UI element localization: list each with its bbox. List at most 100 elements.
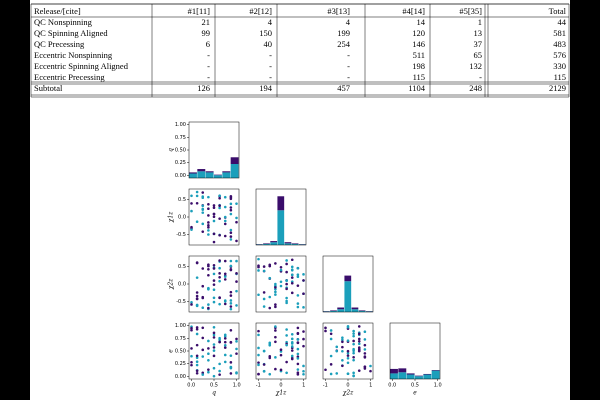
sample-point <box>218 272 221 275</box>
sample-point <box>212 283 216 286</box>
cell: 65 <box>474 50 483 60</box>
sample-point <box>190 301 193 304</box>
sample-point <box>223 346 227 349</box>
sample-point <box>223 272 227 276</box>
sample-point <box>190 360 193 364</box>
sample-point <box>229 290 233 294</box>
sample-point <box>229 195 233 198</box>
hist-bar <box>197 171 206 178</box>
sample-point <box>279 280 283 284</box>
sample-point <box>223 275 227 278</box>
sample-point <box>190 228 193 231</box>
hist-bar <box>277 196 285 211</box>
sample-point <box>223 215 227 219</box>
sample-point <box>207 359 210 362</box>
sample-point <box>363 352 367 355</box>
hist-bar <box>222 172 231 178</box>
sample-point <box>195 332 199 336</box>
sample-point <box>346 372 350 376</box>
sample-point <box>357 342 361 346</box>
x-axis-label: e <box>413 390 417 397</box>
panel-frame <box>255 188 307 246</box>
row-label: QC Nonspinning <box>34 17 93 27</box>
sample-point <box>223 278 227 281</box>
hist-bar <box>431 370 440 379</box>
sample-point <box>369 364 372 368</box>
cell: 40 <box>264 39 273 49</box>
hist-bar <box>270 242 278 245</box>
sample-point <box>341 338 344 342</box>
hist-bar <box>330 310 337 311</box>
x-axis-label: χ2z <box>342 390 354 397</box>
x-tick-label: -1 <box>256 383 261 389</box>
sample-point <box>352 334 355 338</box>
sample-point <box>212 374 216 378</box>
sample-point <box>223 340 227 344</box>
sample-point <box>257 353 260 357</box>
y-tick-label: 0.25 <box>175 160 186 166</box>
sample-point <box>279 368 283 372</box>
hist-bar <box>398 372 407 379</box>
sample-point <box>262 370 266 373</box>
sample-point <box>207 195 210 199</box>
sample-point <box>352 358 355 362</box>
sample-point <box>274 356 277 359</box>
sample-point <box>223 337 227 340</box>
paper <box>30 0 570 400</box>
hist-bar <box>189 172 197 174</box>
sample-point <box>212 263 216 267</box>
x-tick-label: 0.5 <box>411 383 419 389</box>
cell: - <box>347 50 350 60</box>
sample-point <box>324 326 327 330</box>
sample-point <box>285 287 288 291</box>
hist-bar <box>323 311 330 312</box>
sample-point <box>235 340 238 343</box>
hist-bar <box>205 172 214 178</box>
sample-point <box>285 282 288 286</box>
sample-point <box>290 345 294 348</box>
sample-point <box>268 276 272 280</box>
sample-point <box>296 326 300 330</box>
sample-point <box>195 343 199 347</box>
sample-point <box>218 259 221 262</box>
sample-point <box>346 354 350 357</box>
sample-point <box>296 275 300 279</box>
y-axis-label: χ2z <box>168 278 175 290</box>
sample-point <box>279 265 283 269</box>
hist-bar <box>337 309 345 312</box>
sample-point <box>268 306 272 310</box>
hist-bar <box>189 173 197 178</box>
sample-point <box>262 291 266 294</box>
cell: 511 <box>413 50 425 60</box>
sample-point <box>285 328 288 331</box>
hist-bar <box>390 368 398 374</box>
sample-point <box>285 360 288 364</box>
sample-point <box>296 338 300 341</box>
sample-point <box>274 325 277 328</box>
sample-point <box>229 302 233 305</box>
sample-point <box>346 351 350 355</box>
cell: - <box>207 61 210 71</box>
cell: 115 <box>413 72 425 82</box>
row-label: Eccentric Precessing <box>34 72 105 82</box>
sample-point <box>218 194 221 198</box>
sample-point <box>218 296 221 300</box>
sample-point <box>207 306 210 310</box>
hist-bar <box>230 157 239 164</box>
sample-point <box>212 206 216 210</box>
sample-point <box>229 372 233 375</box>
sample-point <box>229 202 233 206</box>
sample-point <box>268 295 272 299</box>
sample-point <box>335 372 339 375</box>
sample-point <box>257 269 260 272</box>
sample-point <box>212 272 216 276</box>
sample-point <box>346 357 350 360</box>
x-tick-label: 0 <box>346 383 349 389</box>
sample-point <box>235 259 238 263</box>
sample-point <box>229 235 233 238</box>
sample-point <box>357 349 361 353</box>
hist-bar <box>358 310 366 311</box>
sample-point <box>296 273 300 277</box>
sample-point <box>268 356 272 360</box>
cell: 2129 <box>549 83 566 93</box>
